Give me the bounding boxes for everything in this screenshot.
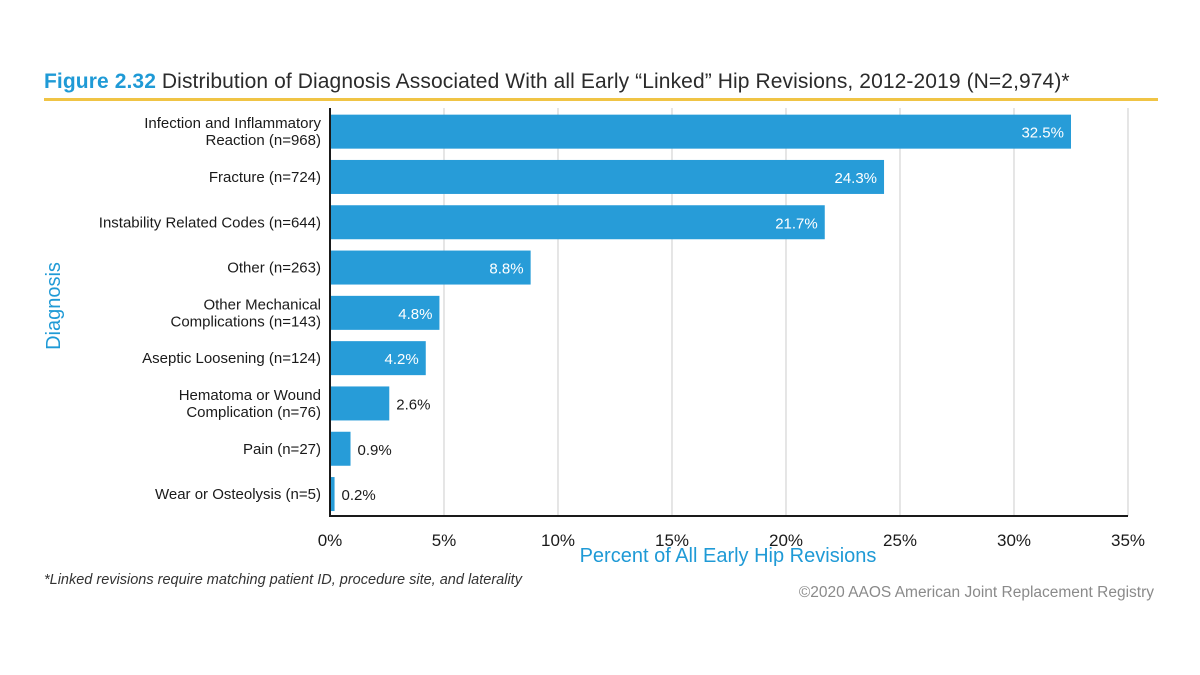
x-tick-label: 0% xyxy=(318,531,343,550)
bar xyxy=(330,250,531,285)
chart-title: Figure 2.32 Distribution of Diagnosis As… xyxy=(44,70,1070,94)
x-tick-label: 10% xyxy=(541,531,575,550)
x-axis-title: Percent of All Early Hip Revisions xyxy=(580,545,877,567)
bar-value-label: 4.2% xyxy=(385,351,419,368)
y-axis-title: Diagnosis xyxy=(43,262,65,350)
bar-value-label: 4.8% xyxy=(398,306,432,323)
bar-chart: 32.5%24.3%21.7%8.8%4.8%4.2%2.6%0.9%0.2% … xyxy=(43,108,1145,567)
bar xyxy=(330,295,440,330)
category-label: Other Mechanical Complications (n=143) xyxy=(171,296,322,330)
axes xyxy=(329,108,1128,517)
bar-value-label: 0.9% xyxy=(358,442,392,459)
bar-value-label: 0.2% xyxy=(342,487,376,504)
bar xyxy=(330,477,335,512)
x-tick-label: 20% xyxy=(769,531,803,550)
copyright: ©2020 AAOS American Joint Replacement Re… xyxy=(798,584,1154,601)
title-rule xyxy=(44,98,1158,101)
bar xyxy=(330,431,351,466)
category-label: Aseptic Loosening (n=124) xyxy=(142,350,321,367)
x-tick-labels: 0% 5% 10% 15% 20% 25% 30% 35% xyxy=(318,531,1145,550)
figure-label: Figure 2.32 xyxy=(44,70,156,93)
bar xyxy=(330,114,1071,149)
category-label: Instability Related Codes (n=644) xyxy=(99,214,321,231)
category-label: Fracture (n=724) xyxy=(209,169,321,186)
bar-value-label: 8.8% xyxy=(489,261,523,278)
figure-title: Distribution of Diagnosis Associated Wit… xyxy=(161,70,1070,93)
x-tick-label: 25% xyxy=(883,531,917,550)
bars xyxy=(330,114,1071,512)
bar xyxy=(330,386,390,421)
bar xyxy=(330,205,825,240)
bar-value-label: 24.3% xyxy=(834,170,877,187)
category-label: Wear or Osteolysis (n=5) xyxy=(155,486,321,503)
category-label: Hematoma or Wound Complication (n=76) xyxy=(179,387,321,421)
bar-value-label: 32.5% xyxy=(1021,125,1064,142)
x-tick-label: 30% xyxy=(997,531,1031,550)
bar xyxy=(330,341,426,376)
x-tick-label: 35% xyxy=(1111,531,1145,550)
bar xyxy=(330,159,885,194)
bar-value-labels: 32.5% 24.3% 21.7% 8.8% 4.8% 4.2% 2.6% 0.9% 0.2% xyxy=(342,125,1064,504)
gridlines xyxy=(443,108,1129,516)
category-label: Pain (n=27) xyxy=(243,441,321,458)
category-label: Other (n=263) xyxy=(227,260,321,277)
x-tick-label: 5% xyxy=(432,531,457,550)
x-tick-label: 15% xyxy=(655,531,689,550)
category-labels: Infection and Inflammatory Reaction (n=96… xyxy=(99,115,322,503)
footnote: *Linked revisions require matching patie… xyxy=(44,572,522,588)
bar-value-label: 21.7% xyxy=(775,215,818,232)
category-label: Infection and Inflammatory Reaction (n=96… xyxy=(144,115,321,149)
bar-value-label: 2.6% xyxy=(396,396,430,413)
